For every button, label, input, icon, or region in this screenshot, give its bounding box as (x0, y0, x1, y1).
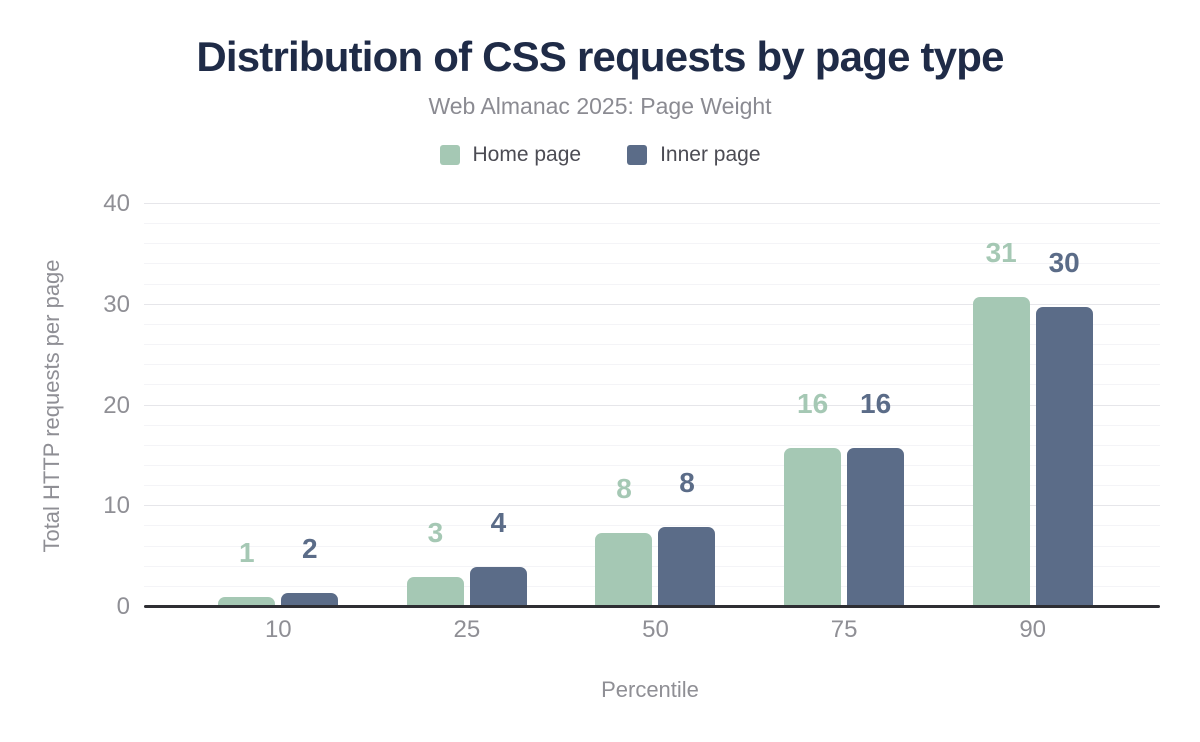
x-axis-title: Percentile (601, 677, 699, 702)
bar-inner-page-p90[interactable]: 30 (1035, 248, 1093, 607)
chart-subtitle: Web Almanac 2025: Page Weight (428, 93, 772, 119)
y-axis-title: Total HTTP requests per page (39, 259, 64, 553)
bar-value-label: 16 (797, 387, 829, 419)
legend: Home page Inner page (0, 143, 1200, 167)
x-axis-tick-labels: 10 25 50 75 90 (184, 616, 1127, 643)
minor-gridline-8 (144, 525, 1160, 527)
category-bands: 1 2 3 4 8 8 16 16 31 30 (184, 204, 1127, 607)
y-tick-label-20: 20 (103, 391, 130, 419)
major-gridline-20 (144, 404, 1160, 406)
bar-value-label: 30 (1048, 246, 1080, 278)
minor-gridline-12 (144, 485, 1160, 487)
minor-gridline-34 (144, 263, 1160, 265)
legend-label: Home page (472, 143, 582, 166)
bar-home-page-p75[interactable]: 16 (784, 389, 842, 607)
minor-gridline-38 (144, 223, 1160, 225)
y-tick-label-30: 30 (103, 290, 130, 318)
category-band-p90: 31 30 (938, 204, 1127, 607)
bar-inner-page-p75[interactable]: 16 (847, 389, 905, 607)
major-gridline-10 (144, 505, 1160, 507)
major-gridline-40 (144, 203, 1160, 204)
minor-gridline-14 (144, 464, 1160, 466)
y-tick-label-0: 0 (116, 593, 130, 620)
bar-value-label: 8 (679, 467, 695, 499)
category-band-p75: 16 16 (750, 204, 939, 607)
x-tick-label-75: 75 (830, 616, 858, 643)
legend-swatch-inner-page (627, 145, 648, 165)
x-tick-label-25: 25 (453, 616, 481, 643)
minor-gridline-28 (144, 323, 1160, 325)
x-axis-line (144, 605, 1160, 608)
minor-gridline-36 (144, 243, 1160, 245)
y-tick-label-40: 40 (103, 190, 130, 217)
bar-inner-page-p50[interactable]: 8 (658, 469, 716, 607)
x-tick-label-50: 50 (642, 616, 669, 643)
minor-gridline-32 (144, 283, 1160, 285)
bar-value-label: 2 (302, 532, 318, 564)
x-tick-label-10: 10 (264, 616, 292, 643)
bar-value-label: 4 (490, 506, 507, 538)
major-gridline-30 (144, 303, 1160, 305)
minor-gridline-16 (144, 444, 1160, 446)
bar-value-label: 16 (860, 387, 892, 419)
bar-value-label: 8 (616, 473, 632, 505)
y-tick-label-10: 10 (103, 492, 130, 520)
bar-value-label: 1 (239, 536, 255, 568)
bar-inner-page-p25[interactable]: 4 (469, 508, 527, 607)
minor-gridline-18 (144, 424, 1160, 426)
plot-area: 1 2 3 4 8 8 16 16 31 30 0 10 20 30 40 (103, 192, 1160, 619)
bar-value-label: 31 (985, 236, 1017, 268)
chart-title: Distribution of CSS requests by page typ… (196, 33, 1004, 80)
bar-home-page-p50[interactable]: 8 (595, 475, 653, 607)
legend-label: Inner page (660, 143, 761, 166)
minor-gridline-22 (144, 384, 1160, 386)
bar-inner-page-p10[interactable]: 2 (281, 534, 339, 607)
x-tick-label-90: 90 (1019, 616, 1047, 643)
minor-gridline-26 (144, 344, 1160, 346)
legend-item-home-page[interactable]: Home page (439, 143, 582, 167)
bar-value-label: 3 (427, 516, 444, 548)
bar-home-page-p10[interactable]: 1 (218, 538, 276, 607)
legend-swatch-home-page (439, 145, 460, 165)
bar-home-page-p90[interactable]: 31 (972, 238, 1030, 607)
bar-home-page-p25[interactable]: 3 (406, 518, 464, 607)
minor-gridline-24 (144, 364, 1160, 366)
legend-item-inner-page[interactable]: Inner page (627, 143, 761, 167)
